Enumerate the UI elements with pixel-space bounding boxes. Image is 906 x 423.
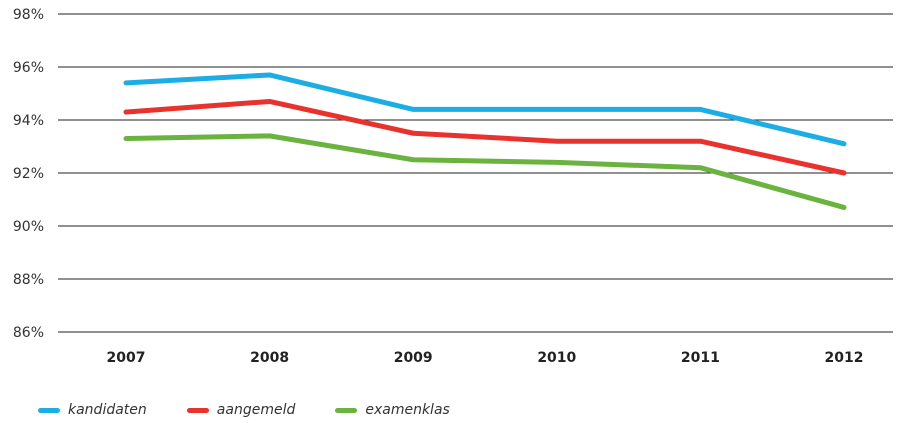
series-line-examenklas <box>123 133 847 210</box>
legend-swatch-examenklas <box>335 407 358 413</box>
y-tick-label: 92% <box>13 166 44 182</box>
y-tick-label: 90% <box>13 219 44 235</box>
y-tick-label: 94% <box>13 113 44 129</box>
grid-lines <box>58 13 893 333</box>
legend-item-examenklas: examenklas <box>335 402 450 418</box>
legend-label-aangemeld: aangemeld <box>216 402 296 418</box>
legend-swatch-aangemeld <box>186 407 209 413</box>
legend-item-aangemeld: aangemeld <box>186 402 296 418</box>
x-category-label: 2010 <box>537 350 576 366</box>
y-tick-label: 88% <box>13 272 44 288</box>
series-lines <box>123 72 847 210</box>
legend-label-kandidaten: kandidaten <box>68 402 147 418</box>
y-tick-label: 86% <box>13 325 44 341</box>
y-axis-tick-labels: 98% 96% 94% 92% 90% 88% 86% <box>13 7 44 341</box>
y-tick-label: 98% <box>13 7 44 23</box>
x-category-label: 2008 <box>250 350 289 366</box>
legend-label-examenklas: examenklas <box>365 402 450 418</box>
series-line-kandidaten <box>123 72 847 147</box>
x-category-label: 2011 <box>681 350 720 366</box>
legend-swatch-kandidaten <box>38 407 60 413</box>
y-tick-label: 96% <box>13 60 44 76</box>
x-axis-category-labels: 2007 2008 2009 2010 2011 2012 <box>107 350 864 366</box>
series-line-aangemeld <box>123 98 847 176</box>
x-category-label: 2012 <box>825 350 864 366</box>
x-category-label: 2007 <box>107 350 146 366</box>
legend-item-kandidaten: kandidaten <box>38 402 147 418</box>
legend: kandidaten aangemeld examenklas <box>38 402 490 418</box>
x-category-label: 2009 <box>394 350 433 366</box>
